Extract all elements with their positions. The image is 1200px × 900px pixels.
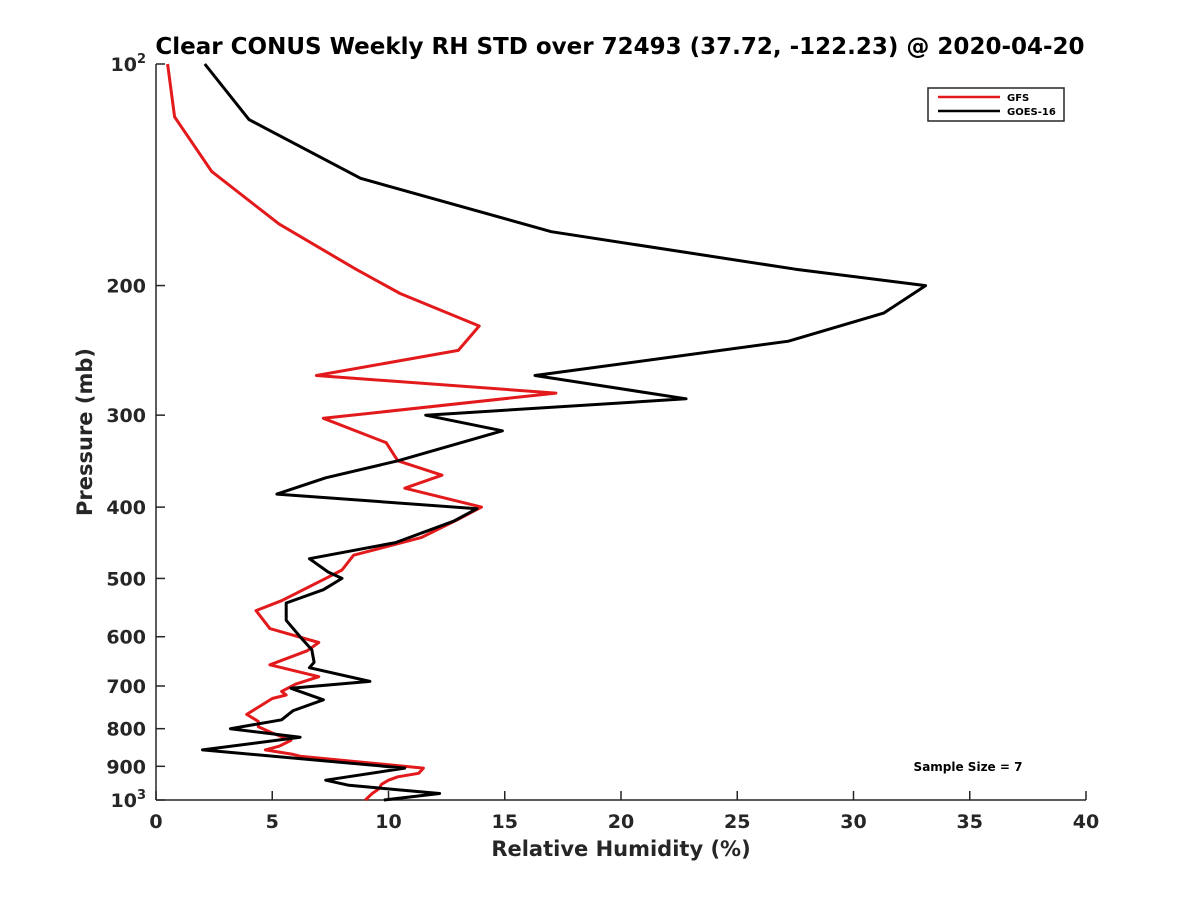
x-tick-label: 15 xyxy=(492,811,518,833)
legend: GFS GOES-16 xyxy=(927,87,1065,122)
y-tick-label: 200 xyxy=(106,276,146,298)
legend-label-gfs: GFS xyxy=(1007,93,1029,104)
legend-label-goes16: GOES-16 xyxy=(1007,107,1056,118)
x-tick-label: 35 xyxy=(957,811,983,833)
x-tick-label: 25 xyxy=(724,811,750,833)
x-axis-ticks: 0 5 10 15 20 25 30 35 40 xyxy=(149,791,1099,833)
series-lines xyxy=(166,63,928,802)
x-tick-label: 40 xyxy=(1073,811,1099,833)
y-axis-ticks: 102 200 300 400 500 600 700 800 900 103 xyxy=(106,52,165,812)
sample-size-annotation: Sample Size = 7 xyxy=(914,760,1023,774)
y-tick-label: 300 xyxy=(106,405,146,427)
y-tick-label: 500 xyxy=(106,568,146,590)
y-tick-label: 102 xyxy=(111,52,147,76)
legend-box xyxy=(927,87,1065,122)
x-tick-label: 0 xyxy=(149,811,162,833)
chart-title: Clear CONUS Weekly RH STD over 72493 (37… xyxy=(155,34,1084,60)
x-tick-label: 5 xyxy=(266,811,279,833)
series-line-goes16 xyxy=(201,63,928,802)
y-tick-label: 400 xyxy=(106,497,146,519)
series-line-gfs xyxy=(166,63,558,802)
y-tick-label: 700 xyxy=(106,676,146,698)
x-tick-label: 30 xyxy=(840,811,866,833)
plot-area: 0 5 10 15 20 25 30 35 40 102 200 300 400 500 600 700 80… xyxy=(106,52,1099,833)
y-tick-label: 900 xyxy=(106,756,146,778)
x-tick-label: 20 xyxy=(608,811,634,833)
y-axis-label: Pressure (mb) xyxy=(73,348,97,516)
y-tick-label: 600 xyxy=(106,627,146,649)
y-tick-label: 800 xyxy=(106,719,146,741)
y-tick-label: 103 xyxy=(111,788,147,812)
x-axis-label: Relative Humidity (%) xyxy=(491,837,750,861)
x-tick-label: 10 xyxy=(375,811,401,833)
